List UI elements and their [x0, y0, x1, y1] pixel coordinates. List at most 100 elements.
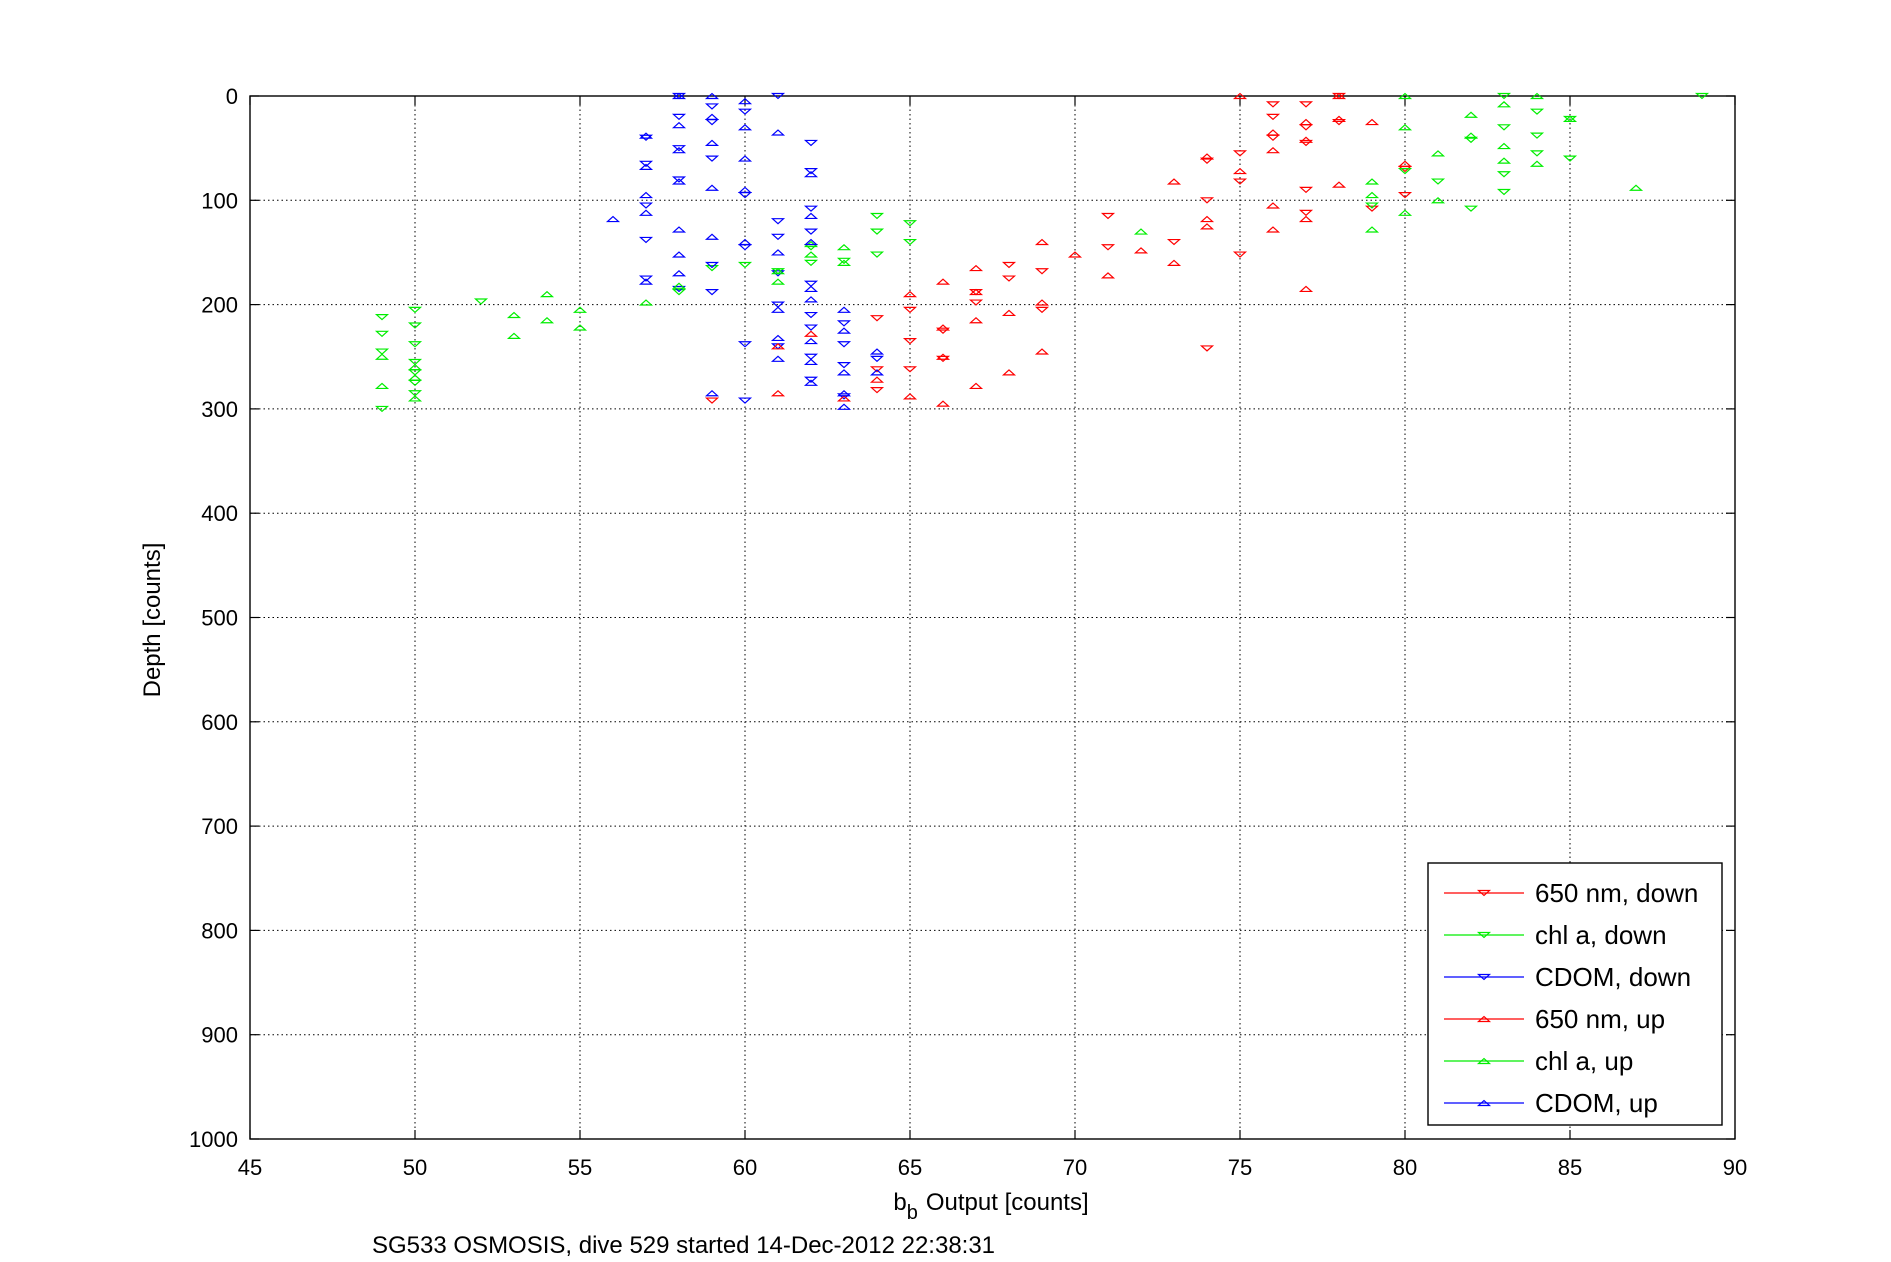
data-point: [869, 251, 885, 258]
data-point: [1397, 92, 1413, 100]
x-axis-title-symbol: b: [893, 1189, 906, 1216]
data-point: [539, 290, 555, 298]
data-point: [671, 270, 687, 277]
data-point: [638, 236, 654, 244]
data-point: [869, 228, 885, 235]
data-point: [1232, 92, 1248, 100]
data-point: [506, 311, 522, 319]
data-point: [836, 306, 852, 313]
series-4-markers: [374, 92, 1644, 402]
data-point: [836, 320, 852, 327]
data-point: [1430, 197, 1446, 204]
data-point: [869, 369, 885, 376]
data-point: [836, 369, 852, 376]
legend: 650 nm, down chl a, down CDOM, down 650 nm,…: [1427, 862, 1723, 1126]
data-point: [770, 249, 786, 256]
data-point: [1199, 215, 1215, 223]
data-point: [1232, 251, 1248, 258]
data-point: [770, 334, 786, 342]
caption: SG533 OSMOSIS, dive 529 started 14-Dec-2…: [372, 1232, 995, 1259]
x-tick-label: 70: [1063, 1155, 1087, 1180]
data-point: [737, 108, 753, 115]
data-point: [1463, 111, 1479, 118]
x-tick-label: 60: [733, 1155, 757, 1180]
data-point: [1298, 136, 1314, 143]
data-point: [1034, 306, 1050, 314]
data-point: [374, 314, 390, 321]
series-3-markers: [770, 92, 1413, 407]
data-point: [770, 389, 786, 397]
legend-box: [1427, 862, 1723, 1126]
data-point: [1001, 369, 1017, 376]
data-point: [968, 316, 984, 324]
data-point: [737, 155, 753, 162]
data-point: [473, 298, 489, 305]
data-point: [803, 311, 819, 319]
data-point: [1265, 226, 1281, 233]
data-point: [869, 366, 885, 373]
data-point: [1694, 92, 1710, 100]
data-point: [968, 382, 984, 390]
data-point: [407, 322, 423, 329]
data-point: [374, 348, 390, 355]
data-point: [1628, 184, 1644, 191]
legend-marker: [1476, 931, 1492, 939]
data-point: [869, 387, 885, 394]
data-point: [1562, 115, 1578, 123]
data-point: [935, 278, 951, 285]
data-point: [803, 259, 819, 267]
data-point: [737, 261, 753, 269]
data-point: [407, 358, 423, 366]
data-point: [638, 275, 654, 282]
y-tick-label: 300: [201, 397, 238, 422]
data-point: [704, 184, 720, 191]
data-point: [704, 92, 720, 100]
data-point: [869, 315, 885, 322]
data-point: [1067, 251, 1083, 258]
data-point: [1133, 247, 1149, 254]
data-point: [638, 191, 654, 199]
data-point: [770, 301, 786, 308]
data-point: [902, 338, 918, 345]
y-tick-label: 0: [226, 84, 238, 109]
data-point: [803, 238, 819, 246]
data-point: [770, 233, 786, 241]
legend-marker: [1476, 1015, 1492, 1023]
data-point: [506, 332, 522, 339]
data-point: [968, 288, 984, 296]
data-point: [1529, 132, 1545, 139]
data-point: [1529, 108, 1545, 115]
data-point: [671, 145, 687, 152]
y-tick-label: 600: [201, 710, 238, 735]
data-point: [803, 170, 819, 178]
data-point: [704, 389, 720, 397]
data-point: [1364, 178, 1380, 185]
data-point: [1364, 205, 1380, 212]
data-point: [1001, 309, 1017, 317]
data-point: [1199, 197, 1215, 204]
y-tick-label: 200: [201, 293, 238, 318]
data-point: [638, 132, 654, 139]
x-tick-label: 45: [238, 1155, 262, 1180]
data-point: [803, 376, 819, 383]
data-point: [902, 290, 918, 298]
data-point: [737, 238, 753, 246]
data-point: [1331, 119, 1347, 126]
data-point: [704, 397, 720, 404]
legend-marker: [1476, 1099, 1492, 1107]
x-tick-label: 90: [1723, 1155, 1747, 1180]
data-point: [1529, 160, 1545, 167]
data-point: [902, 220, 918, 227]
data-point: [1496, 157, 1512, 164]
data-point: [374, 330, 390, 338]
data-point: [1364, 226, 1380, 233]
data-point: [1232, 167, 1248, 175]
legend-marker: [1476, 973, 1492, 981]
data-point: [803, 358, 819, 366]
data-point: [770, 355, 786, 362]
data-point: [770, 278, 786, 285]
data-point: [1496, 188, 1512, 196]
data-point: [1034, 268, 1050, 275]
data-point: [638, 278, 654, 285]
data-point: [935, 353, 951, 360]
